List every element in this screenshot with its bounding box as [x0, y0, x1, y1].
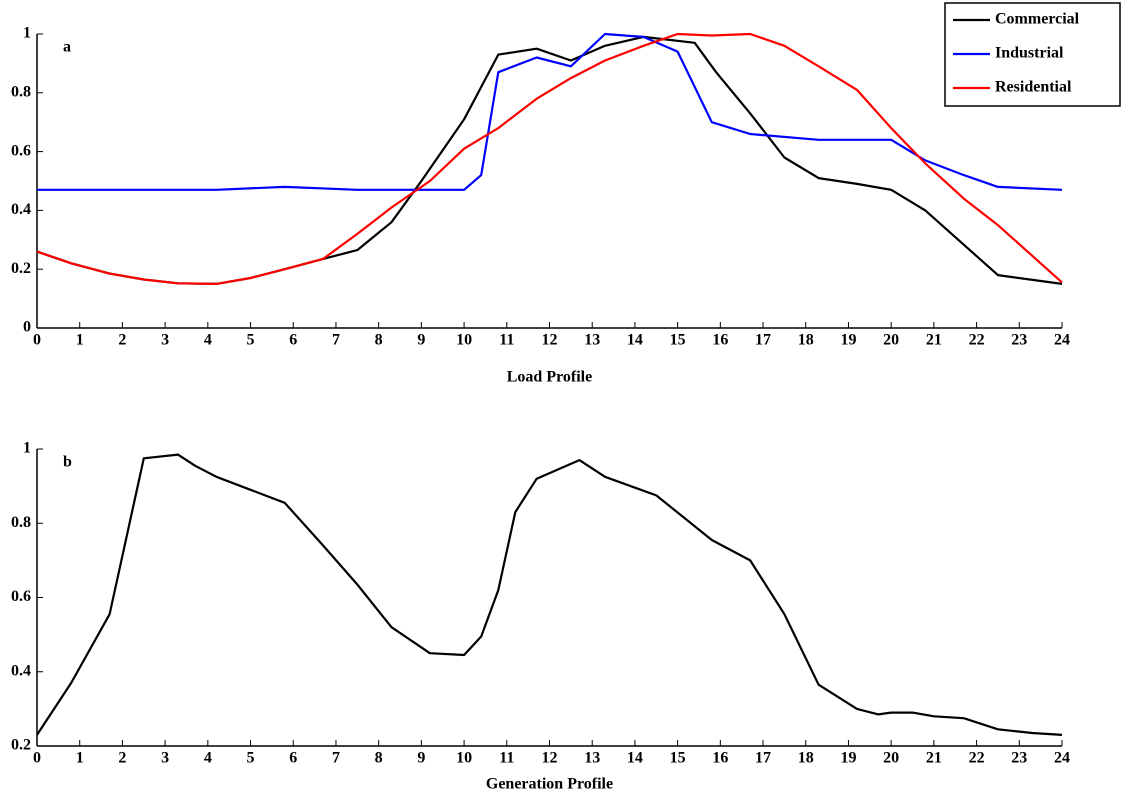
x-tick-label: 7: [332, 750, 340, 767]
data-line: [37, 32, 1063, 191]
x-tick-label: 1: [76, 750, 84, 767]
data-line: [36, 35, 1063, 285]
x-tick-label: 0: [33, 332, 41, 349]
x-tick-label: 16: [712, 332, 728, 349]
x-tick-label: 5: [247, 332, 255, 349]
x-tick-label: 13: [584, 750, 600, 767]
x-tick-label: 16: [712, 750, 728, 767]
x-tick-label: 3: [161, 332, 169, 349]
x-tick-label: 24: [1054, 750, 1070, 767]
x-tick-label: 8: [375, 332, 383, 349]
x-tick-label: 19: [840, 332, 856, 349]
x-tick-label: 19: [840, 750, 856, 767]
x-tick-label: 17: [755, 750, 771, 767]
y-tick-label: 0.2: [11, 260, 31, 277]
legend-label: Industrial: [995, 45, 1064, 62]
data-line: [36, 453, 1063, 736]
panel-annotation: a: [63, 39, 71, 56]
y-tick-label: 0.6: [11, 142, 31, 159]
x-tick-label: 18: [798, 332, 814, 349]
plot-frame: [37, 449, 1062, 746]
legend-label: Commercial: [995, 11, 1080, 28]
y-tick-label: 0.4: [11, 662, 31, 679]
x-tick-label: 0: [33, 750, 41, 767]
x-tick-label: 10: [456, 750, 472, 767]
x-tick-label: 6: [289, 332, 297, 349]
x-tick-label: 18: [798, 750, 814, 767]
x-tick-label: 4: [204, 332, 212, 349]
x-tick-label: 3: [161, 750, 169, 767]
x-tick-label: 17: [755, 332, 771, 349]
x-tick-label: 22: [969, 750, 985, 767]
legend-label: Residential: [995, 79, 1072, 96]
x-tick-label: 20: [883, 750, 899, 767]
x-tick-label: 15: [670, 750, 686, 767]
x-tick-label: 10: [456, 332, 472, 349]
y-tick-label: 0.8: [11, 514, 31, 531]
x-tick-label: 23: [1011, 750, 1027, 767]
y-tick-label: 0.6: [11, 588, 31, 605]
x-tick-label: 9: [417, 332, 425, 349]
x-tick-label: 12: [542, 750, 558, 767]
x-tick-label: 11: [499, 750, 514, 767]
x-tick-label: 14: [627, 332, 643, 349]
y-tick-label: 0.2: [11, 737, 31, 754]
x-tick-label: 13: [584, 332, 600, 349]
x-tick-label: 20: [883, 332, 899, 349]
x-tick-label: 6: [289, 750, 297, 767]
x-tick-label: 21: [926, 332, 942, 349]
x-tick-label: 24: [1054, 332, 1070, 349]
y-tick-label: 1: [23, 25, 31, 42]
x-axis-label: Generation Profile: [486, 776, 613, 793]
data-line: [36, 32, 1063, 285]
panel-annotation: b: [63, 454, 72, 471]
x-tick-label: 11: [499, 332, 514, 349]
x-tick-label: 15: [670, 332, 686, 349]
x-tick-label: 14: [627, 750, 643, 767]
x-tick-label: 21: [926, 750, 942, 767]
y-tick-label: 0.8: [11, 83, 31, 100]
x-tick-label: 22: [969, 332, 985, 349]
x-tick-label: 5: [247, 750, 255, 767]
x-tick-label: 2: [118, 332, 126, 349]
x-tick-label: 7: [332, 332, 340, 349]
y-tick-label: 0: [23, 319, 31, 336]
x-tick-label: 2: [118, 750, 126, 767]
x-tick-label: 4: [204, 750, 212, 767]
x-axis-label: Load Profile: [507, 369, 592, 386]
x-tick-label: 8: [375, 750, 383, 767]
x-tick-label: 23: [1011, 332, 1027, 349]
x-tick-label: 12: [542, 332, 558, 349]
x-tick-label: 9: [417, 750, 425, 767]
x-tick-label: 1: [76, 332, 84, 349]
y-tick-label: 0.4: [11, 201, 31, 218]
y-tick-label: 1: [23, 440, 31, 457]
